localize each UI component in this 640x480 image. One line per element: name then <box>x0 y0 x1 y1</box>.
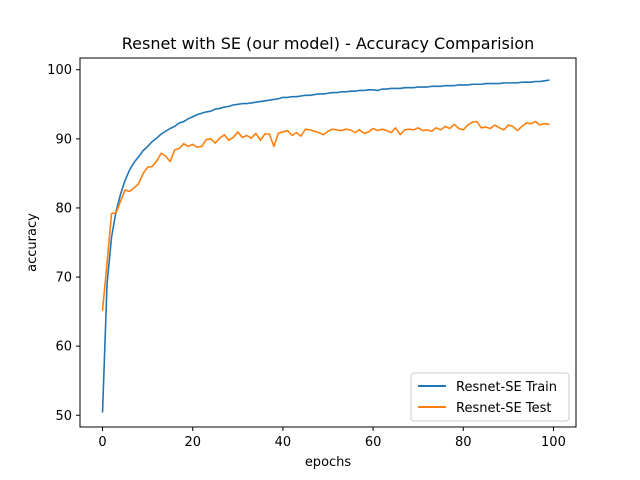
x-axis-label: epochs <box>305 455 352 470</box>
plot-area <box>101 79 550 413</box>
x-tick-label: 100 <box>541 435 566 450</box>
y-tick-label: 100 <box>47 63 72 78</box>
y-tick-label: 50 <box>55 409 72 424</box>
y-tick-label: 80 <box>55 201 72 216</box>
legend-label-test: Resnet-SE Test <box>456 401 551 416</box>
series-line-train <box>101 79 550 413</box>
series-line-test <box>101 120 550 312</box>
y-axis-label: accuracy <box>25 213 40 272</box>
legend-box <box>410 372 570 422</box>
plot-frame <box>79 57 577 428</box>
x-tick-label: 60 <box>365 435 382 450</box>
legend: Resnet-SE Train Resnet-SE Test <box>410 372 570 422</box>
y-tick-label: 90 <box>55 132 72 147</box>
legend-label-train: Resnet-SE Train <box>456 380 557 395</box>
x-tick-label: 20 <box>184 435 201 450</box>
y-tick-label: 60 <box>55 340 72 355</box>
y-tick-label: 70 <box>55 271 72 286</box>
x-tick-label: 0 <box>98 435 106 450</box>
x-tick-label: 80 <box>455 435 472 450</box>
x-tick-label: 40 <box>275 435 292 450</box>
chart-title: Resnet with SE (our model) - Accuracy Co… <box>122 34 535 53</box>
